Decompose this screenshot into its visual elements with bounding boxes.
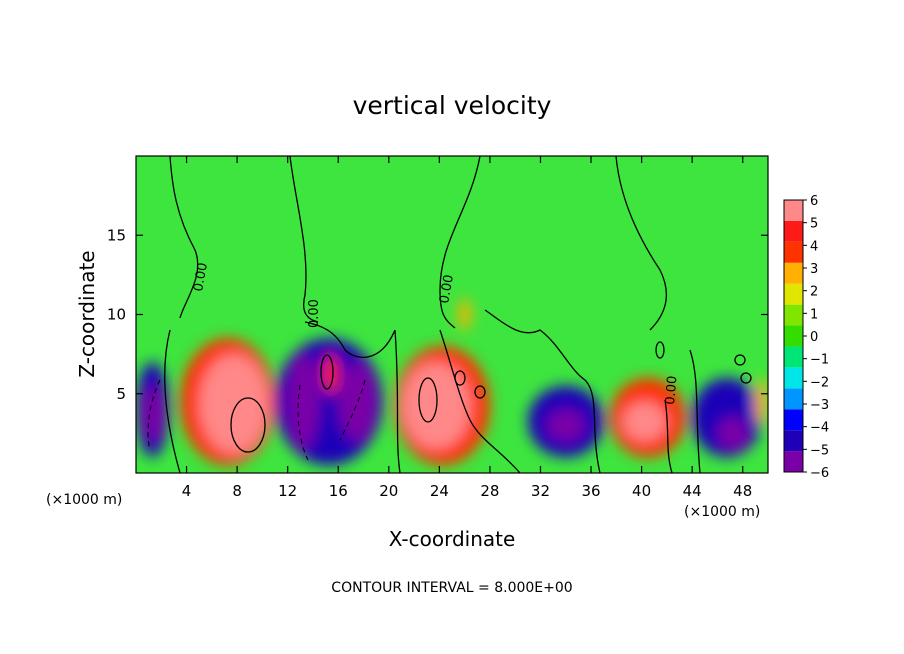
colorbar-swatch [784, 241, 803, 263]
colorbar-swatch [784, 283, 803, 305]
contour-line [484, 309, 601, 473]
colorbar-swatch [784, 325, 803, 347]
x-tick-label: 24 [430, 482, 449, 500]
velocity-cell [622, 401, 667, 442]
colorbar-swatch [784, 346, 803, 368]
colorbar-label: 3 [810, 262, 818, 277]
x-axis-label: X-coordinate [389, 527, 516, 551]
x-tick-label: 32 [531, 482, 550, 500]
x-tick-label: 40 [632, 482, 651, 500]
contour-label: 0.00 [191, 262, 211, 293]
contour-line [439, 156, 481, 329]
x-unit-left: (×1000 m) [46, 492, 122, 508]
x-tick-label: 4 [182, 482, 192, 500]
colorbar-swatch [784, 430, 803, 452]
y-tick-label: 10 [107, 306, 126, 324]
contour-line [454, 370, 466, 386]
y-axis-label: Z-coordinate [75, 250, 99, 377]
colorbar-label: 2 [810, 285, 818, 300]
colorbar-label: 4 [810, 239, 818, 254]
chart-title: vertical velocity [353, 91, 552, 120]
velocity-cell [546, 409, 585, 442]
velocity-cell [458, 298, 471, 331]
colorbar-label: −2 [810, 375, 829, 390]
contour-line [169, 156, 199, 319]
contour-interval-footer: CONTOUR INTERVAL = 8.000E+00 [331, 580, 572, 596]
x-tick-label: 44 [683, 482, 702, 500]
x-unit-right: (×1000 m) [684, 504, 760, 520]
y-tick-label: 5 [116, 385, 126, 403]
velocity-cell [323, 354, 339, 394]
contour-label: 0.00 [437, 274, 457, 305]
contour-line [740, 372, 752, 384]
contour-label: 0.00 [307, 299, 322, 328]
colorbar-label: 1 [810, 307, 818, 322]
plot-area: 0.00 0.00 0.00 0.00 4 8 12 16 20 24 28 32 36 40 44… [107, 155, 769, 500]
x-tick-label: 48 [733, 482, 752, 500]
colorbar: 6 5 4 3 2 1 0 −1 −2 −3 −4 −5 −6 [783, 194, 829, 481]
x-tick-label: 20 [379, 482, 398, 500]
colorbar-label: 0 [810, 330, 818, 345]
contour-line [418, 377, 438, 423]
colorbar-label: −3 [810, 398, 829, 413]
zero-contours [164, 156, 752, 473]
x-tick-label: 28 [480, 482, 499, 500]
colorbar-swatch [784, 200, 803, 221]
contour-line [664, 399, 673, 473]
x-axis: 4 8 12 16 20 24 28 32 36 40 44 48 [182, 156, 752, 500]
x-tick-label: 16 [329, 482, 348, 500]
contour-labels: 0.00 0.00 0.00 0.00 [191, 262, 680, 406]
contour-line [689, 349, 701, 473]
colorbar-swatch [784, 409, 803, 431]
colorbar-label: 5 [810, 217, 818, 232]
contour-line [289, 156, 319, 323]
negative-contours [147, 379, 366, 461]
contour-line [439, 329, 521, 473]
velocity-cell [287, 354, 320, 450]
contour-line [297, 384, 309, 461]
x-tick-label: 12 [278, 482, 297, 500]
colorbar-swatch [784, 388, 803, 410]
colorbar-swatch [784, 304, 803, 326]
contour-line [474, 385, 486, 399]
velocity-cell [755, 377, 768, 426]
x-tick-label: 36 [581, 482, 600, 500]
y-tick-label: 15 [107, 226, 126, 244]
contour-line [164, 329, 181, 473]
colorbar-label: −4 [810, 421, 829, 436]
contour-line [655, 341, 665, 359]
colorbar-label: −5 [810, 443, 829, 458]
contour-line [147, 379, 161, 451]
contour-line [339, 379, 366, 441]
colorbar-label: −1 [810, 353, 829, 368]
velocity-cell [199, 354, 269, 454]
contour-line [615, 156, 667, 331]
contour-line [320, 354, 334, 390]
colorbar-swatch [784, 220, 803, 242]
colorbar-label: 6 [810, 194, 818, 209]
colorbar-swatch [784, 451, 803, 472]
y-axis: 5 10 15 [107, 226, 768, 403]
contour-line [230, 397, 266, 453]
contour-line [394, 329, 401, 473]
contour-label: 0.00 [663, 375, 680, 405]
colorbar-swatch [784, 367, 803, 389]
velocity-cell [717, 417, 750, 450]
x-tick-label: 8 [232, 482, 242, 500]
contour-line [734, 354, 746, 366]
contour-line [304, 321, 396, 358]
velocity-cell [338, 362, 377, 442]
colorbar-label: −6 [810, 466, 829, 481]
colorbar-swatch [784, 262, 803, 284]
velocity-cell [142, 385, 164, 442]
